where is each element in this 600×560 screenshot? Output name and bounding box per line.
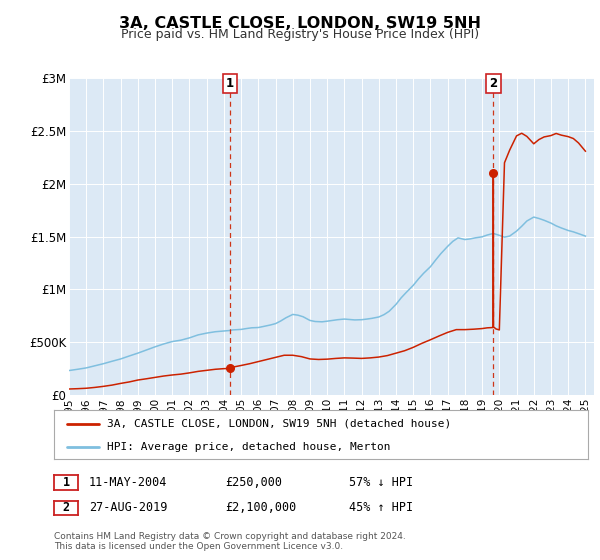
Text: Price paid vs. HM Land Registry's House Price Index (HPI): Price paid vs. HM Land Registry's House … [121,28,479,41]
Text: 11-MAY-2004: 11-MAY-2004 [89,476,167,489]
Text: 3A, CASTLE CLOSE, LONDON, SW19 5NH: 3A, CASTLE CLOSE, LONDON, SW19 5NH [119,16,481,31]
Text: £250,000: £250,000 [225,476,282,489]
Text: 2: 2 [62,501,70,515]
Text: £2,100,000: £2,100,000 [225,501,296,515]
Text: HPI: Average price, detached house, Merton: HPI: Average price, detached house, Mert… [107,442,391,452]
Text: 3A, CASTLE CLOSE, LONDON, SW19 5NH (detached house): 3A, CASTLE CLOSE, LONDON, SW19 5NH (deta… [107,419,452,429]
Text: 1: 1 [62,476,70,489]
Text: 1: 1 [226,77,234,90]
Text: 57% ↓ HPI: 57% ↓ HPI [349,476,413,489]
Text: 2: 2 [489,77,497,90]
Text: 45% ↑ HPI: 45% ↑ HPI [349,501,413,515]
Text: Contains HM Land Registry data © Crown copyright and database right 2024.
This d: Contains HM Land Registry data © Crown c… [54,532,406,552]
Text: 27-AUG-2019: 27-AUG-2019 [89,501,167,515]
